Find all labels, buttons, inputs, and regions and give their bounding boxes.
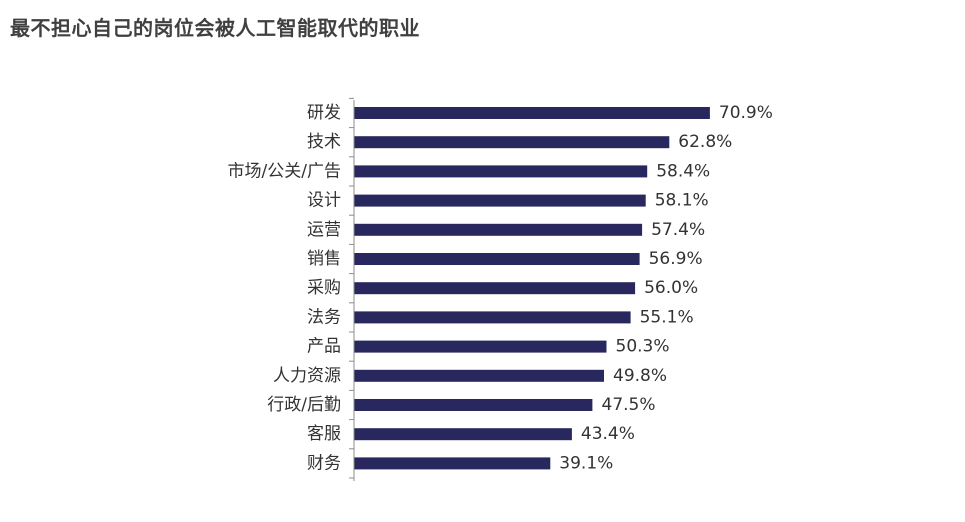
bar-5: [354, 253, 640, 265]
value-label: 58.1%: [655, 191, 709, 211]
value-label: 55.1%: [640, 307, 694, 327]
bar-6: [354, 282, 636, 295]
category-label: 财务: [307, 453, 341, 473]
bar-9: [354, 369, 604, 382]
category-label: 研发: [307, 103, 341, 123]
category-label: 运营: [307, 220, 341, 240]
bar-10: [354, 399, 593, 411]
chart-title: 最不担心自己的岗位会被人工智能取代的职业: [10, 16, 420, 40]
category-label: 法务: [307, 307, 341, 327]
value-label: 56.9%: [649, 249, 703, 269]
category-label: 客服: [307, 424, 341, 444]
bar-1: [354, 136, 670, 149]
value-label: 43.4%: [581, 424, 635, 444]
category-label: 人力资源: [273, 366, 341, 386]
category-label: 产品: [307, 337, 341, 357]
category-label: 市场/公关/广告: [228, 161, 341, 181]
bar-3: [354, 194, 646, 207]
value-label: 39.1%: [559, 453, 613, 473]
bar-11: [354, 428, 572, 441]
category-label: 行政/后勤: [267, 395, 341, 415]
value-label: 50.3%: [616, 337, 670, 357]
plot-area: 研发 70.9% 技术 62.8% 市场/公关/广告 58.4% 设计 58.1% 运营 57.4…: [228, 97, 773, 481]
value-label: 70.9%: [719, 103, 773, 123]
value-label: 58.4%: [656, 161, 710, 181]
bar-0: [354, 107, 710, 119]
value-label: 47.5%: [602, 395, 656, 415]
category-label: 采购: [307, 278, 341, 298]
bar-8: [354, 340, 607, 353]
bar-12: [354, 457, 551, 470]
bar-2: [354, 165, 648, 178]
category-label: 设计: [307, 191, 341, 211]
value-label: 62.8%: [678, 132, 732, 152]
category-label: 销售: [307, 249, 341, 269]
category-label: 技术: [307, 132, 341, 152]
bar-7: [354, 311, 631, 324]
value-label: 49.8%: [613, 366, 667, 386]
value-label: 57.4%: [651, 220, 705, 240]
value-label: 56.0%: [644, 278, 698, 298]
bar-4: [354, 223, 643, 236]
